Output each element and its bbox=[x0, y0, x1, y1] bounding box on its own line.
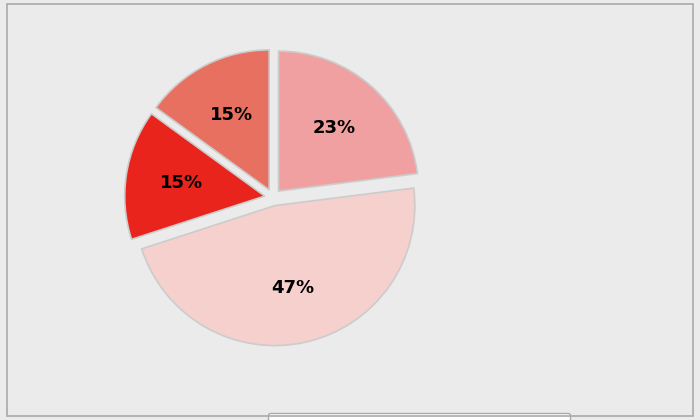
Text: 15%: 15% bbox=[160, 174, 203, 192]
Wedge shape bbox=[141, 188, 415, 346]
Wedge shape bbox=[156, 50, 270, 190]
Legend: <50%
of FPL, 50%-99%
of FPL, 100%-199%
of FPL, 200% +
of FPL: <50% of FPL, 50%-99% of FPL, 100%-199% o… bbox=[267, 413, 570, 420]
Text: 47%: 47% bbox=[272, 278, 315, 297]
Text: 23%: 23% bbox=[312, 119, 356, 137]
Wedge shape bbox=[279, 51, 417, 191]
Text: 15%: 15% bbox=[209, 106, 253, 124]
Wedge shape bbox=[125, 114, 265, 239]
